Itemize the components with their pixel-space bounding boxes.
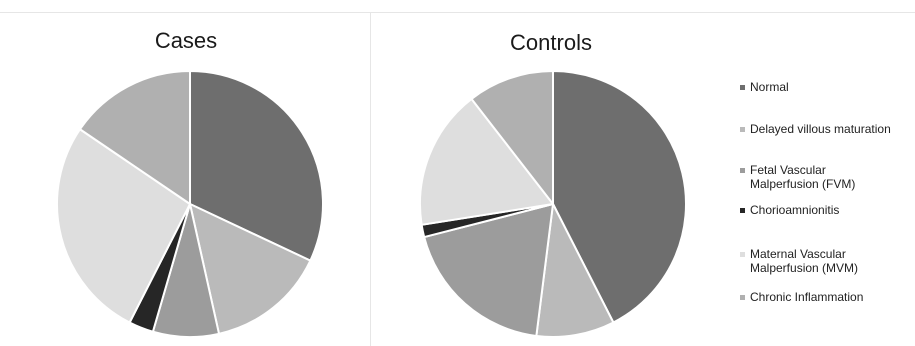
legend-label-chorioamnionitis: Chorioamnionitis — [750, 203, 840, 217]
legend-item-normal: Normal — [740, 80, 915, 94]
legend-swatch-fvm — [740, 168, 745, 173]
legend: Normal Delayed villous maturation Fetal … — [740, 80, 915, 320]
cases-slice-delayed-villous-maturation — [189, 203, 312, 335]
legend-item-mvm: Maternal Vascular Malperfusion (MVM) — [740, 247, 915, 275]
legend-label-chronic-inflammation: Chronic Inflammation — [750, 290, 864, 304]
controls-slice-delayed-villous-maturation — [535, 203, 615, 338]
legend-label-delayed-villous-maturation: Delayed villous maturation — [750, 122, 891, 136]
cases-slice-maternal-vascular-malperfusion — [56, 128, 191, 324]
controls-slice-normal — [552, 70, 687, 324]
panel-divider — [370, 12, 371, 346]
legend-item-delayed-villous-maturation: Delayed villous maturation — [740, 122, 915, 136]
legend-swatch-mvm — [740, 252, 745, 257]
legend-item-chronic-inflammation: Chronic Inflammation — [740, 290, 915, 304]
cases-slice-normal — [189, 70, 324, 262]
controls-pie-chart — [419, 70, 687, 338]
legend-label-fvm: Fetal Vascular Malperfusion (FVM) — [750, 163, 856, 191]
legend-swatch-delayed-villous-maturation — [740, 127, 745, 132]
legend-swatch-normal — [740, 85, 745, 90]
legend-swatch-chronic-inflammation — [740, 295, 745, 300]
controls-slice-chronic-inflammation — [470, 70, 554, 205]
cases-chart-title: Cases — [154, 28, 218, 53]
controls-slice-maternal-vascular-malperfusion — [419, 97, 554, 226]
legend-item-chorioamnionitis: Chorioamnionitis — [740, 203, 915, 217]
legend-swatch-chorioamnionitis — [740, 208, 745, 213]
controls-slice-fetal-vascular-malperfusion — [423, 203, 554, 337]
cases-slice-chronic-inflammation — [78, 70, 191, 205]
controls-chart-title: Controls — [510, 30, 592, 55]
legend-item-fvm: Fetal Vascular Malperfusion (FVM) — [740, 163, 915, 191]
top-rule — [0, 12, 915, 13]
cases-pie-chart — [56, 70, 324, 338]
legend-label-mvm: Maternal Vascular Malperfusion (MVM) — [750, 247, 859, 275]
legend-label-normal: Normal — [750, 80, 789, 94]
